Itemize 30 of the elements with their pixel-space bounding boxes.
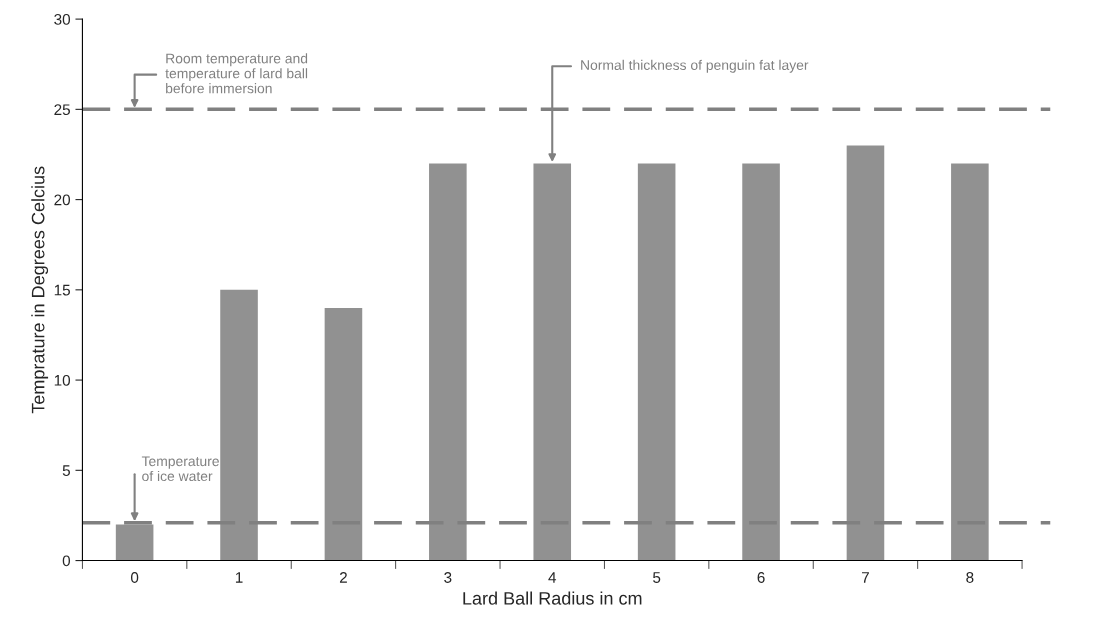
x-tick-label: 3 [444,572,452,583]
bar [220,289,258,561]
bar [429,163,467,561]
y-tick-label: 30 [54,13,71,25]
bar [846,145,885,561]
bar [637,163,676,561]
annotation: Normal thickness of penguin fat layer [581,59,809,73]
x-tick-label: 8 [966,572,974,583]
y-tick-label: 15 [54,284,70,296]
y-axis-title: Temprature in Degrees Celcius [31,166,49,414]
y-tick-label: 5 [62,465,70,476]
y-tick-label: 10 [54,374,71,386]
y-tick-label: 0 [62,555,71,567]
y-tick-label: 25 [54,104,70,116]
bar [533,163,572,561]
annotation: Room temperature and temperature of lard ball before immersion [165,53,308,94]
x-tick-label: 5 [653,572,661,583]
x-axis-title: Lard Ball Radius in cm [463,591,642,605]
x-tick-label: 7 [862,572,869,583]
bar [742,163,780,561]
annotation: Temperature of ice water [141,456,219,482]
x-tick-label: 6 [757,572,765,583]
x-tick-label: 4 [548,572,557,583]
bar [951,163,989,561]
x-tick-label: 0 [130,572,139,583]
bar [115,524,154,561]
y-tick-label: 20 [54,194,71,206]
bar [324,307,363,561]
x-tick-label: 2 [339,572,347,583]
x-tick-label: 1 [235,572,243,583]
